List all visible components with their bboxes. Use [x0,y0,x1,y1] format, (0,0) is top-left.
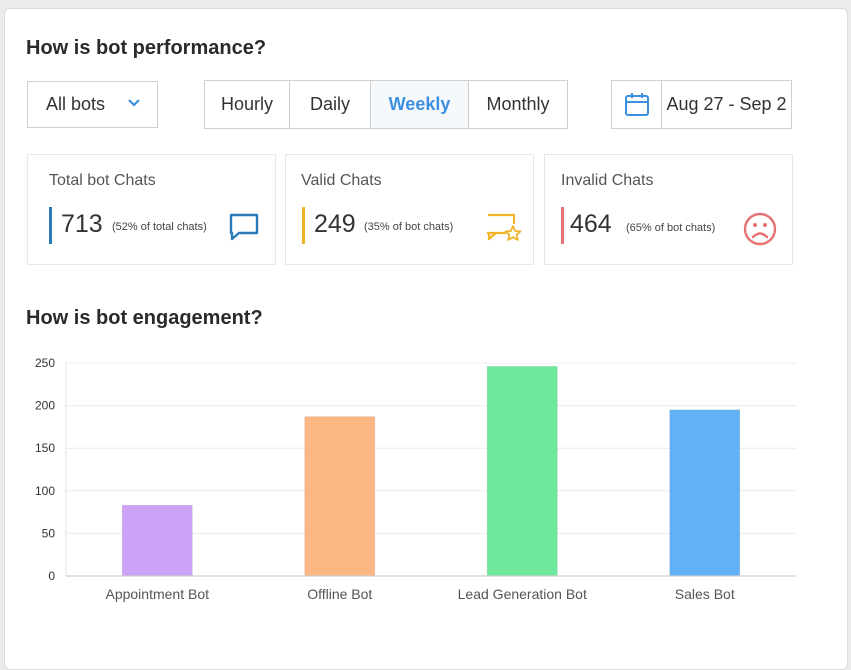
stat-title: Total bot Chats [49,172,156,189]
date-range-text: Aug 27 - Sep 2 [666,94,787,114]
stat-accent-bar [49,207,52,244]
x-tick-label: Offline Bot [307,586,372,602]
bar [669,409,741,577]
stat-note: (35% of bot chats) [364,221,454,233]
stat-note: (52% of total chats) [112,221,207,233]
x-tick-label: Sales Bot [675,586,735,602]
x-tick-label: Lead Generation Bot [458,586,587,602]
bot-filter-dropdown[interactable]: All bots [27,81,158,128]
period-selector: Hourly Daily Weekly Monthly [204,80,568,129]
bar [304,416,376,577]
y-tick-label: 200 [35,399,55,413]
chat-bubble-icon [229,213,259,241]
bar [486,365,558,577]
star-chat-icon [486,213,522,241]
stat-value: 713 [61,210,103,238]
engagement-heading: How is bot engagement? [26,307,263,329]
tab-weekly[interactable]: Weekly [371,81,469,128]
x-tick-label: Appointment Bot [105,586,209,602]
y-tick-label: 0 [48,569,55,583]
calendar-icon[interactable] [612,81,662,128]
tab-monthly[interactable]: Monthly [469,81,567,128]
stat-card-total-bot-chats: Total bot Chats 713 (52% of total chats) [27,154,276,265]
stat-accent-bar [561,207,564,244]
tab-hourly[interactable]: Hourly [205,81,290,128]
stat-card-invalid-chats: Invalid Chats 464 (65% of bot chats) [544,154,793,265]
stat-value: 249 [314,210,356,238]
bot-engagement-chart: 0 50 100 150 200 250 Appointment Bot Offline Bo… [35,356,796,602]
y-tick-label: 250 [35,356,55,370]
stat-title: Valid Chats [301,172,382,189]
bot-filter-value: All bots [46,94,106,114]
tab-daily[interactable]: Daily [290,81,371,128]
stat-value: 464 [570,210,612,238]
stat-title: Invalid Chats [561,172,654,189]
stat-card-valid-chats: Valid Chats 249 (35% of bot chats) [285,154,534,265]
performance-heading: How is bot performance? [26,37,267,59]
chevron-down-icon [128,99,140,107]
y-tick-label: 100 [35,484,55,498]
sad-face-icon [743,212,777,246]
date-range-picker[interactable]: Aug 27 - Sep 2 [611,80,792,129]
bar [121,504,193,577]
stat-accent-bar [302,207,305,244]
y-tick-label: 50 [42,526,56,540]
y-tick-label: 150 [35,441,55,455]
stat-note: (65% of bot chats) [626,222,716,234]
